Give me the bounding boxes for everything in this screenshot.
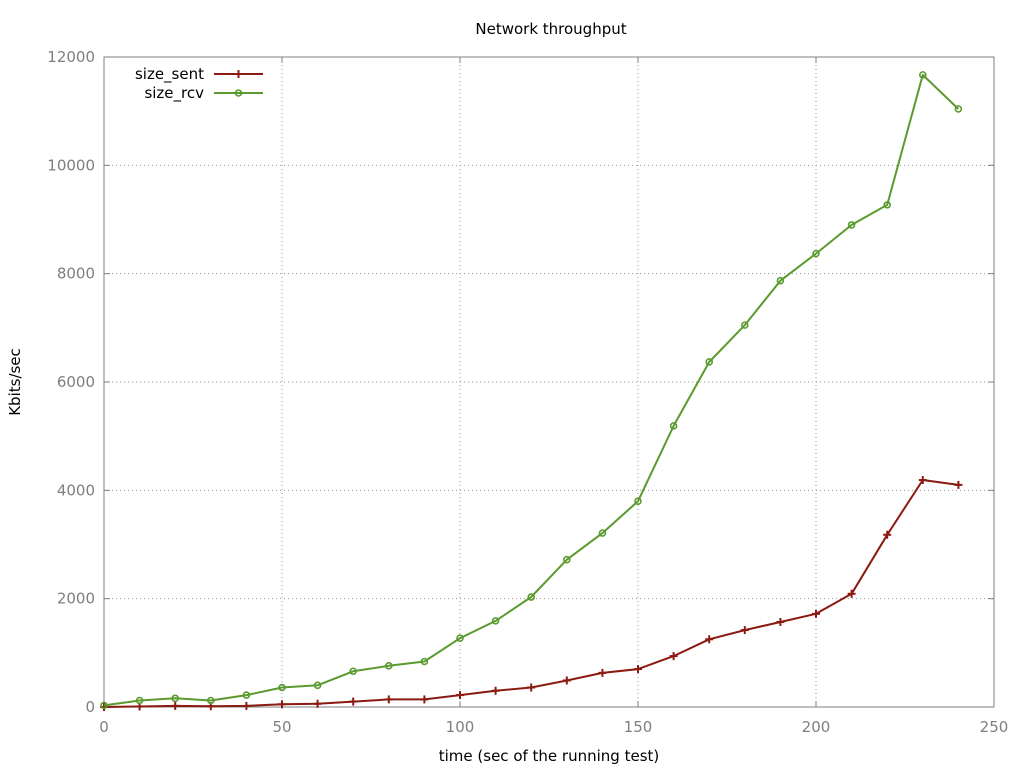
data-point [242,701,251,710]
data-point [527,683,536,692]
legend-label: size_sent [135,65,204,84]
data-point [562,555,571,564]
data-point [954,105,963,113]
data-point [634,497,642,505]
data-point [456,691,464,700]
data-point [705,358,714,366]
data-point [918,476,927,485]
x-tick-label: 100 [446,718,475,736]
data-point [349,697,358,706]
data-point [171,701,180,710]
data-point [171,694,179,703]
legend-marker [234,89,243,97]
data-point [491,686,500,695]
chart-title: Network throughput [475,20,626,38]
x-tick-label: 200 [802,718,831,736]
data-point [278,700,286,709]
series-layer [100,71,963,711]
data-point [740,321,749,329]
data-point [847,589,856,598]
y-axis-label: Kbits/sec [6,348,24,416]
data-point [384,695,393,704]
grid-layer [104,57,994,707]
data-point [812,609,820,618]
legend-marker [234,70,243,78]
y-tick-label: 4000 [57,481,95,499]
series-size_rcv [100,71,963,710]
x-tick-label: 150 [624,718,653,736]
data-point [954,480,963,489]
data-point [883,201,892,209]
data-point [384,662,393,670]
x-axis-label: time (sec of the running test) [439,747,660,765]
data-point [812,249,820,258]
data-point [740,626,749,635]
y-tick-layer: 0 2000 4000 6000 8000 10000 12000 [47,48,994,716]
data-point [669,422,678,430]
y-tick-label: 0 [85,698,95,716]
data-point [420,657,429,666]
data-point [598,529,607,537]
data-point [669,652,678,661]
data-point [918,71,927,79]
x-tick-label: 250 [980,718,1009,736]
data-point [278,683,286,692]
x-tick-label: 0 [99,718,109,736]
data-point [207,696,215,705]
data-point [456,634,464,643]
data-point [776,617,785,626]
y-tick-label: 12000 [47,48,95,66]
data-point [491,617,500,625]
data-point [883,530,892,539]
series-line [103,73,960,707]
x-tick-label: 50 [272,718,291,736]
x-tick-layer: 0 50 100 150 200 250 [99,57,1008,736]
data-point [420,695,429,704]
data-point [527,593,536,601]
data-point [135,696,144,705]
data-point [847,221,856,229]
data-point [705,635,714,644]
data-point [100,701,108,710]
data-point [562,676,571,685]
data-point [776,276,785,285]
data-point [349,667,358,676]
data-point [313,681,322,690]
data-point [598,668,607,677]
data-point [634,665,642,674]
y-tick-label: 6000 [57,373,95,391]
data-point [313,699,322,708]
legend-label: size_rcv [144,84,204,103]
data-point [242,691,251,699]
y-tick-label: 8000 [57,265,95,283]
y-tick-label: 2000 [57,590,95,608]
y-tick-label: 10000 [47,156,95,174]
